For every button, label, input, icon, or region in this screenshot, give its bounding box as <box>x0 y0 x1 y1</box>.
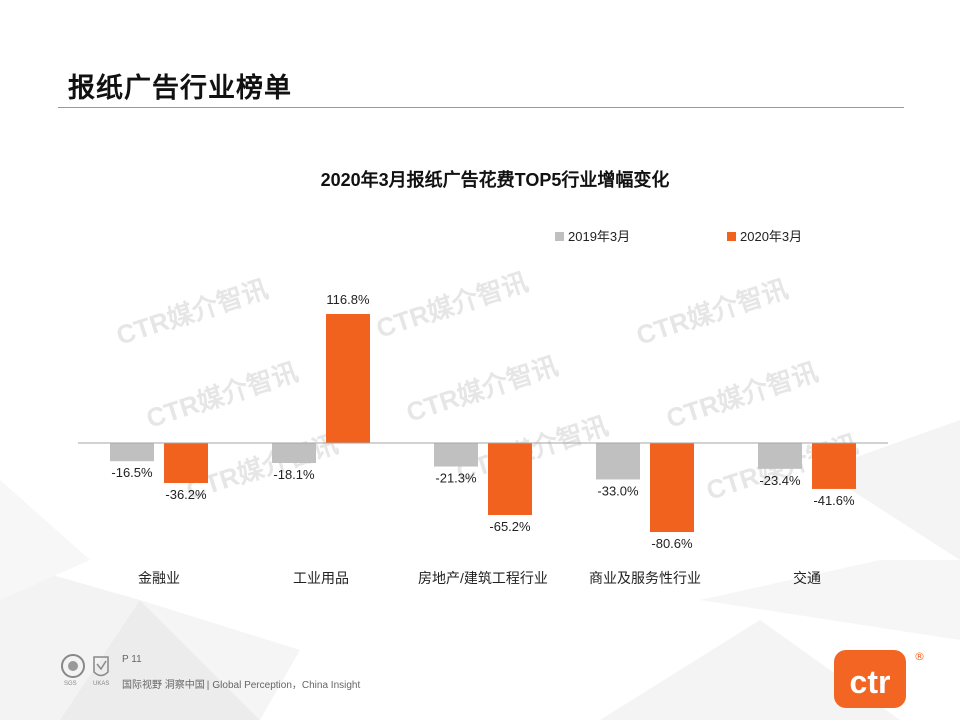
legend-swatch-0 <box>555 232 564 241</box>
bar-1-0 <box>164 443 208 483</box>
footer-tagline: 国际视野 洞察中国 | Global Perception，China Insigh… <box>122 676 360 691</box>
watermark-1: CTR媒介智讯 <box>373 267 532 344</box>
data-label-1-4: -41.6% <box>813 493 855 508</box>
watermark-3: CTR媒介智讯 <box>143 357 302 434</box>
sgs-cert-label: SGS <box>64 681 77 687</box>
data-label-0-2: -21.3% <box>435 471 477 486</box>
registered-mark: ® <box>914 650 925 663</box>
category-label-0: 金融业 <box>138 570 180 586</box>
page-title: 报纸广告行业榜单 <box>68 73 292 103</box>
legend-label-1: 2020年3月 <box>740 229 802 244</box>
data-label-0-0: -16.5% <box>111 465 153 480</box>
bar-0-4 <box>758 443 802 469</box>
watermark-5: CTR媒介智讯 <box>663 357 822 434</box>
tagline-en: Global Perception，China Insight <box>212 680 361 691</box>
ukas-cert-label: UKAS <box>93 681 109 687</box>
bar-1-1 <box>326 314 370 443</box>
category-label-2: 房地产/建筑工程行业 <box>418 570 548 586</box>
ctr-logo: ctr ® <box>834 650 925 708</box>
ukas-cert-icon: UKAS <box>93 656 109 687</box>
data-label-0-3: -33.0% <box>597 483 639 498</box>
bar-0-2 <box>434 443 478 467</box>
watermark-2: CTR媒介智讯 <box>633 274 792 351</box>
data-label-0-4: -23.4% <box>759 473 801 488</box>
bar-0-0 <box>110 443 154 462</box>
category-label-4: 交通 <box>793 570 821 586</box>
legend-label-0: 2019年3月 <box>568 229 630 244</box>
category-label-3: 商业及服务性行业 <box>589 570 701 586</box>
page-number: P 11 <box>122 654 142 665</box>
ctr-logo-badge <box>834 650 906 708</box>
data-label-1-3: -80.6% <box>651 536 693 551</box>
certification-logos: SGS UKAS <box>61 654 109 687</box>
data-label-1-2: -65.2% <box>489 519 531 534</box>
bar-1-4 <box>812 443 856 489</box>
legend-swatch-1 <box>727 232 736 241</box>
ctr-logo-text: ctr <box>850 664 891 700</box>
sgs-cert-icon: SGS <box>61 654 85 687</box>
watermark-0: CTR媒介智讯 <box>113 274 272 351</box>
bar-0-3 <box>596 443 640 480</box>
bar-1-3 <box>650 443 694 533</box>
watermark-4: CTR媒介智讯 <box>403 351 562 428</box>
tagline-separator: | <box>206 680 210 691</box>
bar-1-2 <box>488 443 532 516</box>
chart-title: 2020年3月报纸广告花费TOP5行业增幅变化 <box>321 169 670 190</box>
data-label-1-1: 116.8% <box>326 292 370 307</box>
data-label-1-0: -36.2% <box>165 487 207 502</box>
data-label-0-1: -18.1% <box>273 467 315 482</box>
tagline-cn: 国际视野 洞察中国 <box>122 680 205 691</box>
title-divider <box>58 107 904 108</box>
category-label-1: 工业用品 <box>293 570 349 586</box>
bar-0-1 <box>272 443 316 463</box>
